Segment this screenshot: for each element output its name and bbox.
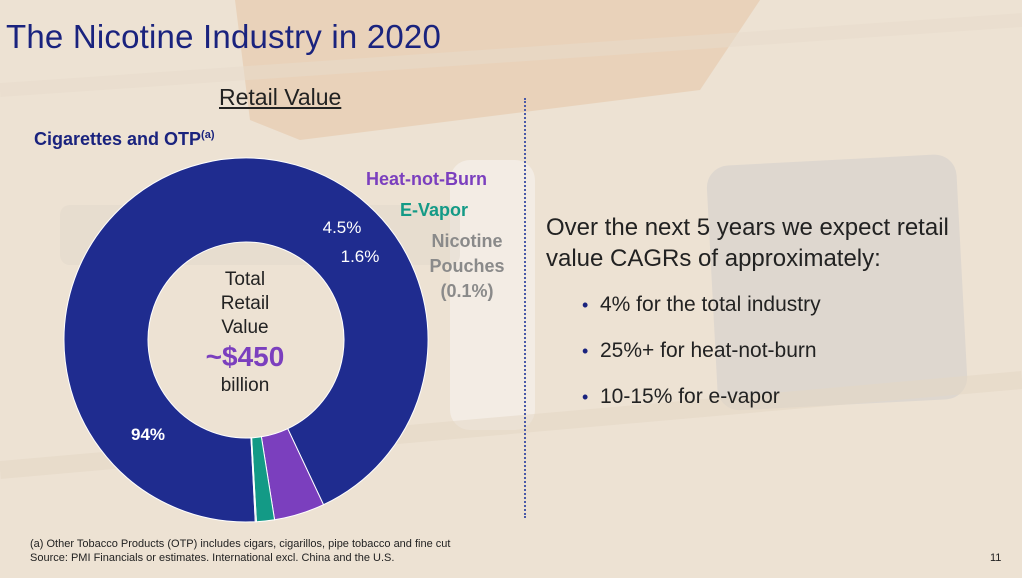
center-value: ~$450 xyxy=(205,341,285,372)
legend-nicotine-pouches: Nicotine Pouches (0.1%) xyxy=(418,229,516,304)
bullet-item: 25%+ for heat-not-burn xyxy=(582,337,821,383)
legend-pouches-pct: (0.1%) xyxy=(440,281,494,301)
donut-slice xyxy=(63,157,429,523)
center-line2: Retail xyxy=(220,293,270,314)
legend-cigarettes: Cigarettes and OTP(a) xyxy=(34,129,215,150)
retail-value-heading: Retail Value xyxy=(219,84,342,110)
center-unit: billion xyxy=(220,375,270,396)
page-number: 11 xyxy=(990,552,1002,564)
dotted-divider xyxy=(524,98,526,518)
legend-pouches-line1: Nicotine xyxy=(431,231,503,251)
slice-label: 4.5% xyxy=(323,218,362,237)
center-line1: Total xyxy=(224,269,266,290)
outlook-bullets: 4% for the total industry 25%+ for heat-… xyxy=(582,291,821,429)
slice-label: 1.6% xyxy=(341,247,380,266)
footnote-otp: (a) Other Tobacco Products (OTP) include… xyxy=(30,538,451,550)
outlook-heading: Over the next 5 years we expect retail v… xyxy=(546,214,949,272)
bullet-item: 10-15% for e-vapor xyxy=(582,383,821,429)
page-title: The Nicotine Industry in 2020 xyxy=(6,18,442,55)
bullet-item: 4% for the total industry xyxy=(582,291,821,337)
center-line3: Value xyxy=(221,317,269,338)
legend-pouches-line2: Pouches xyxy=(429,256,505,276)
legend-cigarettes-label: Cigarettes and OTP xyxy=(34,129,202,149)
footnote: (a) Other Tobacco Products (OTP) include… xyxy=(30,537,450,565)
donut-slice xyxy=(250,437,257,523)
slice-label: 94% xyxy=(131,425,165,444)
footnote-source: Source: PMI Financials or estimates. Int… xyxy=(30,552,395,564)
footnote-mark: (a) xyxy=(201,129,215,141)
legend-heat-not-burn: Heat-not-Burn xyxy=(366,169,487,189)
donut-center: Total Retail Value ~$450 billion xyxy=(180,268,310,398)
legend-e-vapor: E-Vapor xyxy=(400,200,469,220)
